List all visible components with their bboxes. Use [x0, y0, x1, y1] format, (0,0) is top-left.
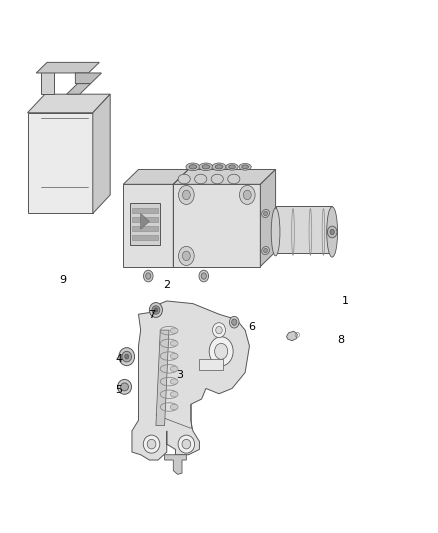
Ellipse shape — [228, 174, 240, 184]
Ellipse shape — [232, 319, 237, 325]
Ellipse shape — [147, 439, 156, 449]
Ellipse shape — [226, 164, 238, 170]
Polygon shape — [132, 216, 158, 222]
Ellipse shape — [179, 185, 194, 205]
Ellipse shape — [146, 273, 151, 279]
Polygon shape — [41, 68, 53, 94]
Polygon shape — [132, 208, 158, 213]
Polygon shape — [123, 169, 188, 184]
Ellipse shape — [262, 247, 269, 255]
Polygon shape — [173, 169, 188, 266]
Polygon shape — [75, 73, 102, 84]
Polygon shape — [93, 94, 110, 214]
Polygon shape — [260, 169, 276, 266]
Ellipse shape — [215, 343, 228, 359]
Ellipse shape — [240, 185, 255, 205]
Polygon shape — [286, 331, 297, 341]
Text: 8: 8 — [337, 335, 344, 345]
Ellipse shape — [149, 303, 162, 317]
Ellipse shape — [242, 165, 248, 168]
Ellipse shape — [262, 209, 269, 217]
Ellipse shape — [199, 270, 208, 282]
Ellipse shape — [199, 163, 213, 171]
Ellipse shape — [212, 322, 226, 337]
Ellipse shape — [209, 337, 233, 366]
Ellipse shape — [170, 405, 178, 410]
Ellipse shape — [152, 306, 160, 314]
Text: 6: 6 — [248, 322, 255, 333]
Ellipse shape — [143, 435, 160, 453]
Polygon shape — [132, 235, 158, 240]
Text: 5: 5 — [115, 384, 122, 394]
Ellipse shape — [170, 341, 178, 346]
Polygon shape — [199, 359, 223, 370]
Polygon shape — [36, 62, 99, 73]
Ellipse shape — [154, 308, 158, 312]
Ellipse shape — [202, 165, 210, 169]
Ellipse shape — [170, 392, 178, 397]
Text: 9: 9 — [59, 274, 66, 285]
Polygon shape — [165, 455, 186, 474]
Ellipse shape — [216, 326, 222, 334]
Ellipse shape — [271, 208, 280, 256]
Ellipse shape — [144, 270, 153, 282]
Polygon shape — [123, 184, 173, 266]
Polygon shape — [173, 169, 276, 184]
Polygon shape — [67, 84, 91, 94]
Ellipse shape — [244, 190, 251, 200]
Polygon shape — [276, 206, 332, 253]
Text: 4: 4 — [115, 354, 123, 364]
Ellipse shape — [330, 229, 334, 235]
Ellipse shape — [186, 163, 200, 171]
Ellipse shape — [264, 211, 268, 216]
Text: 2: 2 — [163, 280, 170, 290]
Ellipse shape — [182, 439, 191, 449]
Text: 7: 7 — [148, 310, 155, 320]
Ellipse shape — [119, 348, 134, 366]
Polygon shape — [130, 203, 160, 245]
Polygon shape — [141, 214, 149, 229]
Ellipse shape — [122, 351, 131, 362]
Ellipse shape — [229, 165, 235, 168]
Ellipse shape — [120, 383, 128, 391]
Ellipse shape — [239, 164, 251, 170]
Polygon shape — [28, 113, 93, 214]
Ellipse shape — [264, 248, 268, 253]
Ellipse shape — [194, 174, 207, 184]
Text: 1: 1 — [342, 296, 349, 306]
Ellipse shape — [178, 174, 190, 184]
Ellipse shape — [179, 246, 194, 265]
Ellipse shape — [183, 190, 190, 200]
Polygon shape — [156, 330, 169, 425]
Ellipse shape — [189, 165, 197, 169]
Polygon shape — [132, 225, 158, 231]
Ellipse shape — [170, 353, 178, 359]
Ellipse shape — [201, 273, 206, 279]
Polygon shape — [28, 94, 110, 113]
Ellipse shape — [327, 226, 337, 238]
Ellipse shape — [212, 163, 226, 171]
Polygon shape — [132, 301, 250, 460]
Ellipse shape — [327, 207, 338, 257]
Ellipse shape — [170, 328, 178, 333]
Ellipse shape — [211, 174, 223, 184]
Ellipse shape — [170, 366, 178, 372]
Ellipse shape — [183, 251, 190, 261]
Ellipse shape — [170, 379, 178, 384]
Polygon shape — [173, 184, 260, 266]
Ellipse shape — [178, 435, 194, 453]
Text: 3: 3 — [177, 370, 184, 380]
Ellipse shape — [117, 379, 131, 394]
Ellipse shape — [215, 165, 223, 169]
Ellipse shape — [125, 354, 129, 359]
Ellipse shape — [230, 317, 239, 328]
